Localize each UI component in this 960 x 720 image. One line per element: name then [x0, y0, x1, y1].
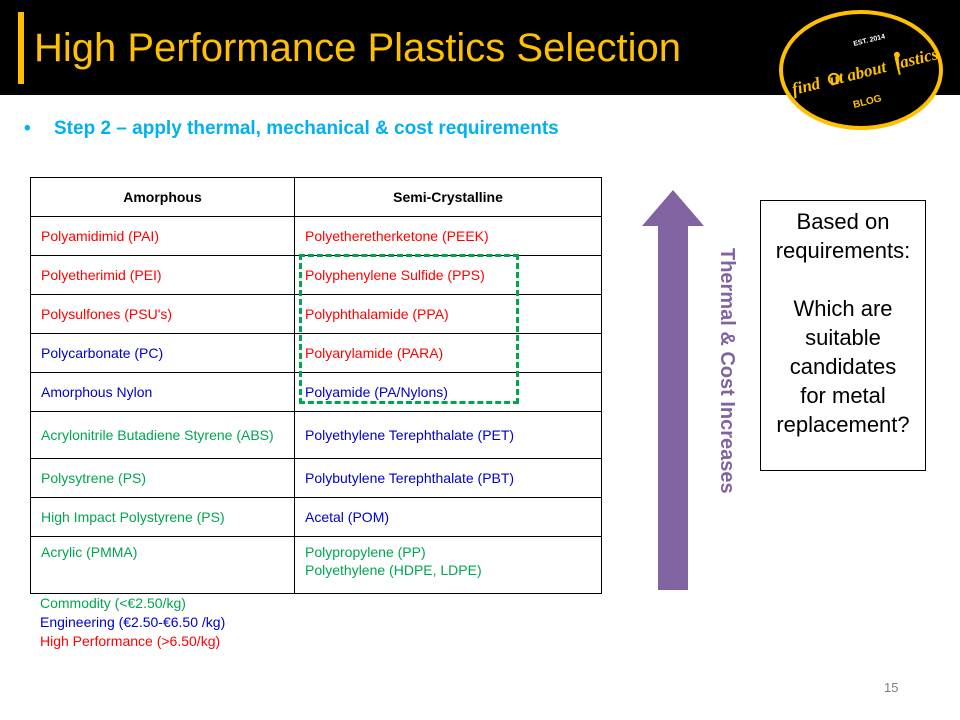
legend-commodity: Commodity (<€2.50/kg) — [40, 595, 186, 611]
table-row: Polyetherimid (PEI) Polyphenylene Sulfid… — [30, 255, 602, 295]
table-row: Polysytrene (PS) Polybutylene Terephthal… — [30, 458, 602, 498]
cell-amorphous: Polyamidimid (PAI) — [30, 216, 295, 256]
table-row: Amorphous Nylon Polyamide (PA/Nylons) — [30, 372, 602, 412]
logo-o-icon — [827, 72, 840, 85]
step-bullet: • Step 2 – apply thermal, mechanical & co… — [24, 118, 559, 140]
question-box: Based on requirements: Which are suitabl… — [760, 200, 926, 471]
cell-semi-crystalline: Polyamide (PA/Nylons) — [294, 372, 602, 412]
cell-line-pe: Polyethylene (HDPE, LDPE) — [305, 562, 482, 578]
cell-line-pp: Polypropylene (PP) — [305, 544, 426, 560]
question-line: requirements: — [775, 238, 911, 263]
cell-amorphous: Polysytrene (PS) — [30, 458, 295, 498]
cell-amorphous: High Impact Polystyrene (PS) — [30, 497, 295, 537]
question-line: Based on — [796, 209, 890, 234]
legend-engineering: Engineering (€2.50-€6.50 /kg) — [40, 614, 226, 630]
cell-amorphous: Polyetherimid (PEI) — [30, 255, 295, 295]
table-row: Polysulfones (PSU's) Polyphthalamide (PP… — [30, 294, 602, 334]
table-row: High Impact Polystyrene (PS) Acetal (POM… — [30, 497, 602, 537]
header-amorphous: Amorphous — [30, 177, 295, 217]
header-semi-crystalline: Semi-Crystalline — [294, 177, 602, 217]
cell-semi-crystalline: Polyarylamide (PARA) — [294, 333, 602, 373]
table-row: Acrylic (PMMA) Polypropylene (PP) Polyet… — [30, 536, 602, 594]
cell-semi-crystalline: Polypropylene (PP) Polyethylene (HDPE, L… — [294, 536, 602, 594]
cell-semi-crystalline: Acetal (POM) — [294, 497, 602, 537]
cell-semi-crystalline: Polyetheretherketone (PEEK) — [294, 216, 602, 256]
table-row: Polyamidimid (PAI) Polyetheretherketone … — [30, 216, 602, 256]
plastics-table: Amorphous Semi-Crystalline Polyamidimid … — [30, 177, 602, 594]
question-line: candidates — [789, 354, 897, 379]
cell-amorphous: Amorphous Nylon — [30, 372, 295, 412]
cell-amorphous: Acrylonitrile Butadiene Styrene (ABS) — [30, 411, 295, 459]
question-line: replacement? — [776, 412, 910, 437]
logo-node-icon — [893, 51, 900, 58]
cell-semi-crystalline: Polybutylene Terephthalate (PBT) — [294, 458, 602, 498]
arrow-label: Thermal & Cost Increases — [716, 248, 738, 494]
cell-amorphous: Polysulfones (PSU's) — [30, 294, 295, 334]
bullet-text: Step 2 – apply thermal, mechanical & cos… — [54, 118, 559, 139]
legend-high-performance: High Performance (>6.50/kg) — [40, 633, 221, 649]
cell-amorphous: Polycarbonate (PC) — [30, 333, 295, 373]
title-banner: High Performance Plastics Selection EST.… — [0, 0, 960, 130]
page-number: 15 — [884, 680, 899, 695]
title-accent-bar — [18, 12, 24, 84]
table-header-row: Amorphous Semi-Crystalline — [30, 177, 602, 217]
question-line: for metal — [800, 383, 886, 408]
cost-legend: Commodity (<€2.50/kg) Engineering (€2.50… — [40, 594, 225, 651]
blog-logo: EST. 2014 find ut about lastics BLOG — [779, 10, 943, 130]
slide-title: High Performance Plastics Selection — [34, 26, 681, 70]
cell-semi-crystalline: Polyethylene Terephthalate (PET) — [294, 411, 602, 459]
cell-semi-crystalline: Polyphthalamide (PPA) — [294, 294, 602, 334]
question-line: Which are — [793, 296, 893, 321]
bullet-marker: • — [24, 118, 31, 139]
question-line: suitable — [805, 325, 881, 350]
increase-arrow-icon — [642, 190, 704, 590]
cell-amorphous: Acrylic (PMMA) — [30, 536, 295, 594]
logo-p-stem-icon — [894, 56, 901, 75]
table-row: Acrylonitrile Butadiene Styrene (ABS) Po… — [30, 411, 602, 459]
suitable-candidates-highlight — [299, 254, 519, 404]
question-spacer — [761, 265, 925, 294]
